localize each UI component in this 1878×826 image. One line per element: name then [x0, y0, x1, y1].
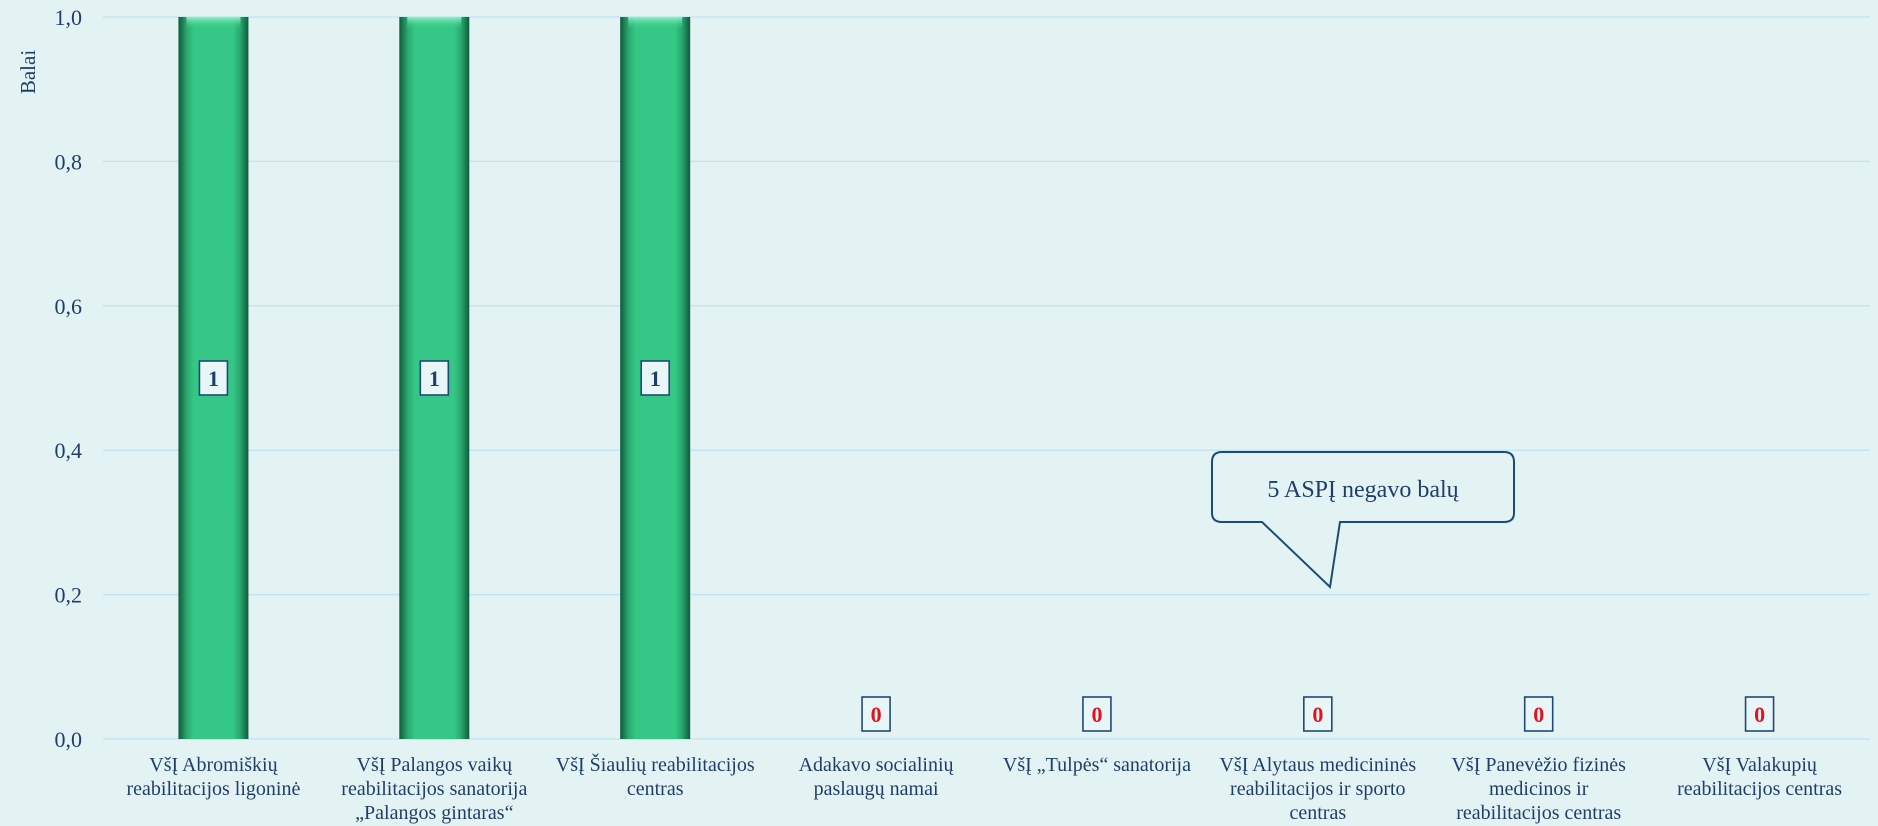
category-label: VšĮ Šiaulių reabilitacijos centras: [556, 752, 755, 800]
category-label-line: reabilitacijos centras: [1677, 778, 1842, 800]
data-label-text: 0: [1091, 702, 1102, 727]
category-label-line: centras: [1289, 802, 1346, 824]
category-label-line: reabilitacijos centras: [1456, 802, 1621, 824]
data-label-text: 0: [1312, 702, 1323, 727]
category-label-line: reabilitacijos ir sporto: [1230, 778, 1406, 800]
data-labels: 1 1 1 0 0 0 0 0: [198, 360, 1775, 732]
data-label: 0: [1523, 696, 1554, 732]
category-label: VšĮ „Tulpės“ sanatorija: [1003, 754, 1191, 776]
data-label-text: 0: [871, 702, 882, 727]
category-label-line: reabilitacijos sanatorija: [341, 778, 527, 800]
category-label-line: VšĮ „Tulpės“ sanatorija: [1003, 754, 1191, 776]
grid-lines: [103, 16, 1870, 740]
y-tick-label: 0,4: [55, 438, 83, 463]
data-label: 0: [1744, 696, 1775, 732]
y-axis-title: Balai: [16, 50, 40, 94]
category-label-line: VšĮ Valakupių: [1702, 754, 1818, 776]
category-label: VšĮ Abromiškių reabilitacijos ligoninė: [127, 754, 301, 800]
data-label-box: [861, 696, 891, 732]
data-label: 0: [1303, 696, 1333, 732]
y-tick-label: 0,8: [55, 149, 83, 174]
data-label: 1: [640, 360, 670, 396]
category-label-line: VšĮ Panevėžio fizinės: [1451, 754, 1626, 776]
category-label-line: paslaugų namai: [814, 778, 939, 800]
y-axis-ticks: 0,0 0,2 0,4 0,6 0,8 1,0: [55, 5, 83, 752]
category-label: VšĮ Valakupių reabilitacijos centras: [1677, 754, 1842, 800]
bars: [178, 17, 691, 739]
data-label: 0: [861, 696, 891, 732]
data-label-text: 0: [1754, 702, 1765, 727]
category-label-line: VšĮ Šiaulių reabilitacijos: [556, 752, 755, 776]
y-tick-label: 0,0: [55, 727, 83, 752]
data-label-text: 0: [1533, 702, 1544, 727]
category-label: Adakavo socialinių paslaugų namai: [799, 754, 955, 800]
annotation-callout: 5 ASPĮ negavo balų: [1211, 451, 1515, 590]
category-label-line: VšĮ Alytaus medicininės: [1219, 754, 1416, 776]
data-label: 1: [419, 360, 450, 396]
y-tick-label: 1,0: [55, 5, 83, 30]
bar-highlight: [186, 17, 241, 29]
callout-bubble: [1211, 451, 1515, 590]
category-label: VšĮ Panevėžio fizinės medicinos ir reabili…: [1451, 754, 1626, 824]
y-tick-label: 0,6: [55, 294, 83, 319]
data-label-text: 1: [208, 366, 219, 391]
bar-highlight: [407, 17, 462, 29]
category-label-line: Adakavo socialinių: [799, 754, 955, 776]
data-label-box: [419, 360, 450, 396]
data-label-box: [1082, 696, 1112, 732]
data-label-text: 1: [429, 366, 440, 391]
bar-highlight: [628, 17, 683, 29]
category-label-line: VšĮ Abromiškių: [149, 754, 278, 776]
category-label-line: reabilitacijos ligoninė: [127, 778, 301, 800]
data-label-box: [1303, 696, 1333, 732]
category-label-line: centras: [627, 778, 684, 800]
category-label-line: „Palangos gintaras“: [355, 802, 513, 824]
data-label-box: [640, 360, 670, 396]
category-label-line: VšĮ Palangos vaikų: [357, 754, 514, 776]
category-label: VšĮ Palangos vaikų reabilitacijos sanator…: [341, 754, 527, 824]
data-label-box: [198, 360, 229, 396]
data-label: 0: [1082, 696, 1112, 732]
callout-text: 5 ASPĮ negavo balų: [1267, 477, 1459, 503]
category-label: VšĮ Alytaus medicininės reabilitacijos ir…: [1219, 754, 1416, 824]
data-label-box: [1523, 696, 1554, 732]
data-label: 1: [198, 360, 229, 396]
category-label-line: medicinos ir: [1489, 778, 1589, 800]
data-label-text: 1: [650, 366, 661, 391]
data-label-box: [1744, 696, 1775, 732]
y-tick-label: 0,2: [55, 583, 83, 608]
category-labels: VšĮ Abromiškių reabilitacijos ligoninėVšĮ…: [127, 752, 1843, 824]
